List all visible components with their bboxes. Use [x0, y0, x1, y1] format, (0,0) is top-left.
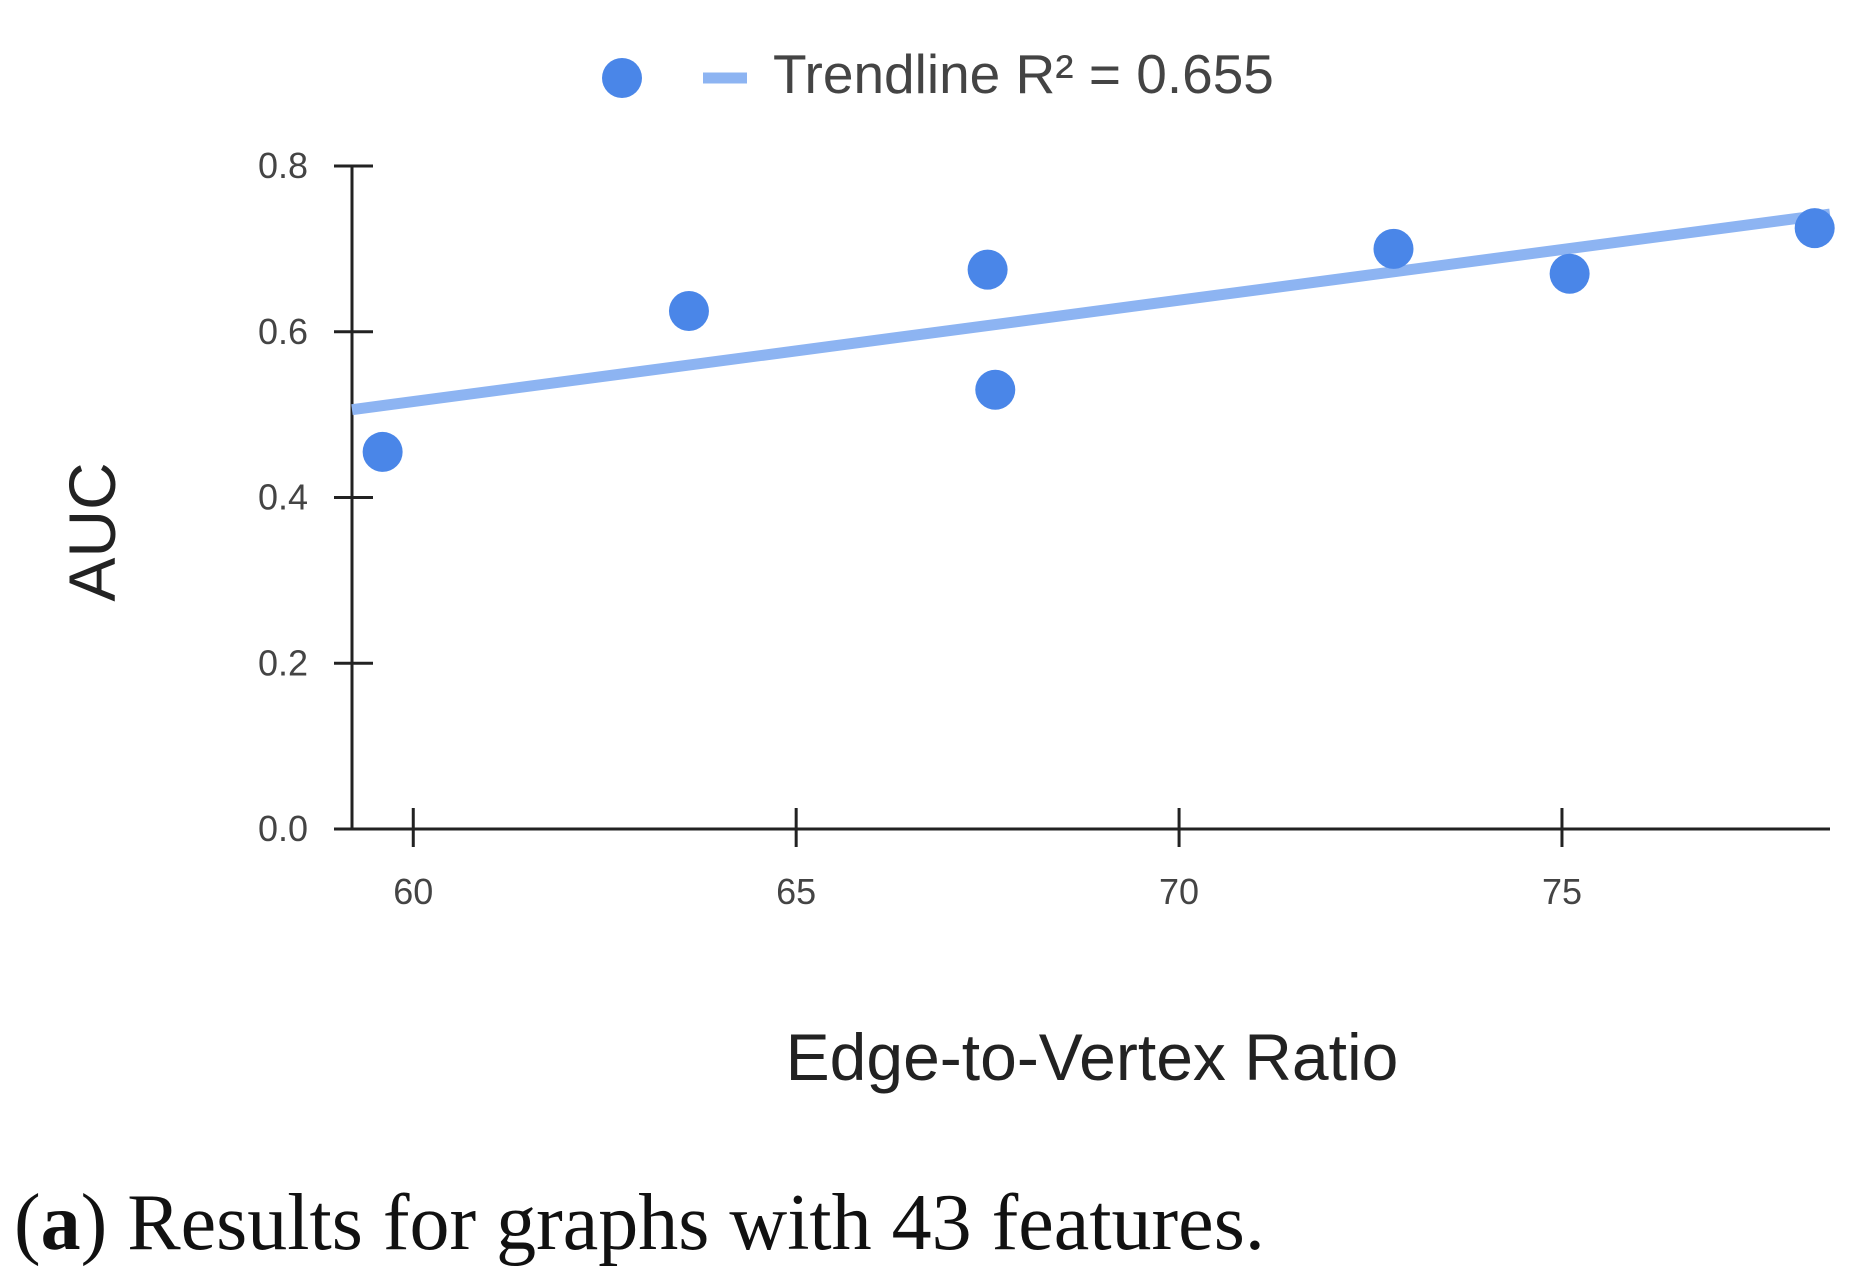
data-point — [362, 431, 403, 472]
y-axis-label: AUC — [55, 462, 129, 601]
x-tick-label: 70 — [1159, 871, 1199, 912]
x-tick-label: 75 — [1542, 871, 1582, 912]
y-tick-label: 0.4 — [258, 477, 308, 518]
x-axis-label: Edge-to-Vertex Ratio — [786, 1020, 1399, 1094]
y-tick-label: 0.8 — [258, 145, 308, 186]
data-point — [975, 369, 1016, 410]
data-points — [362, 208, 1835, 472]
scatter-chart: Trendline R² = 0.655 0.00.20.40.60.8 60 6… — [55, 43, 1835, 1094]
legend-trendline-label: Trendline R² = 0.655 — [773, 43, 1274, 105]
caption-text: Results for graphs with 43 features. — [127, 1179, 1265, 1267]
y-tick-label: 0.6 — [258, 311, 308, 352]
y-axis-ticks: 0.0 0.2 0.4 0.6 0.8 — [258, 145, 373, 849]
y-tick-label: 0.0 — [258, 808, 308, 849]
data-point — [1794, 208, 1835, 249]
x-axis-ticks: 60 65 70 75 — [393, 808, 1582, 912]
trendline — [351, 208, 1831, 416]
data-point — [1549, 253, 1590, 294]
data-point — [1373, 228, 1414, 269]
legend-point-marker — [602, 58, 642, 98]
data-point — [668, 291, 709, 332]
legend: Trendline R² = 0.655 — [602, 43, 1274, 105]
x-tick-label: 60 — [393, 871, 433, 912]
figure-caption: (a) Results for graphs with 43 features. — [14, 1179, 1265, 1267]
x-tick-label: 65 — [776, 871, 816, 912]
data-point — [967, 249, 1008, 290]
caption-label: a — [40, 1179, 81, 1267]
y-tick-label: 0.2 — [258, 642, 308, 683]
